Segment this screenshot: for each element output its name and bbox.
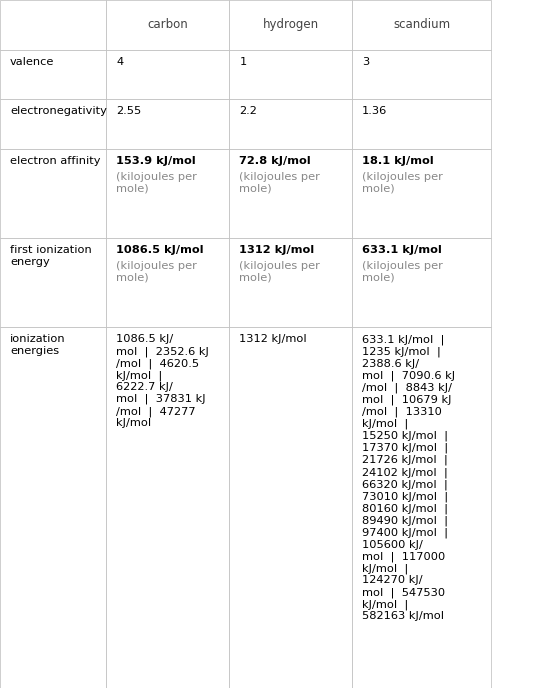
- Text: 18.1 kJ/mol: 18.1 kJ/mol: [362, 155, 434, 166]
- Bar: [0, 238, 106, 327]
- Text: ionization
energies: ionization energies: [10, 334, 66, 356]
- Text: (kilojoules per
mole): (kilojoules per mole): [362, 261, 443, 283]
- Text: 1086.5 kJ/mol: 1086.5 kJ/mol: [116, 245, 204, 255]
- Text: scandium: scandium: [393, 19, 450, 31]
- Bar: [352, 238, 491, 327]
- Text: 1086.5 kJ/
mol  |  2352.6 kJ
/mol  |  4620.5
kJ/mol  |
6222.7 kJ/
mol  |  37831 : 1086.5 kJ/ mol | 2352.6 kJ /mol | 4620.5…: [116, 334, 209, 428]
- Text: carbon: carbon: [147, 19, 188, 31]
- Text: 633.1 kJ/mol: 633.1 kJ/mol: [362, 245, 442, 255]
- Text: 633.1 kJ/mol  |
1235 kJ/mol  |
2388.6 kJ/
mol  |  7090.6 kJ
/mol  |  8843 kJ/
mo: 633.1 kJ/mol | 1235 kJ/mol | 2388.6 kJ/ …: [362, 334, 455, 621]
- Text: 3: 3: [362, 56, 370, 67]
- Text: valence: valence: [10, 56, 55, 67]
- Bar: [229, 0, 352, 50]
- Bar: [106, 50, 229, 99]
- Text: hydrogen: hydrogen: [263, 19, 319, 31]
- Text: 4: 4: [116, 56, 123, 67]
- Text: first ionization
energy: first ionization energy: [10, 245, 92, 267]
- Bar: [106, 0, 229, 50]
- Bar: [0, 149, 106, 238]
- Bar: [0, 99, 106, 149]
- Bar: [229, 327, 352, 688]
- Text: 2.2: 2.2: [239, 106, 257, 116]
- Text: 1312 kJ/mol: 1312 kJ/mol: [239, 334, 307, 345]
- Text: (kilojoules per
mole): (kilojoules per mole): [116, 171, 197, 193]
- Text: 1: 1: [239, 56, 247, 67]
- Bar: [106, 99, 229, 149]
- Bar: [229, 149, 352, 238]
- Bar: [106, 327, 229, 688]
- Bar: [106, 149, 229, 238]
- Bar: [352, 149, 491, 238]
- Text: 1.36: 1.36: [362, 106, 388, 116]
- Bar: [352, 0, 491, 50]
- Text: electron affinity: electron affinity: [10, 155, 100, 166]
- Bar: [106, 238, 229, 327]
- Bar: [0, 50, 106, 99]
- Bar: [0, 327, 106, 688]
- Text: 1312 kJ/mol: 1312 kJ/mol: [239, 245, 314, 255]
- Bar: [352, 99, 491, 149]
- Text: (kilojoules per
mole): (kilojoules per mole): [362, 171, 443, 193]
- Bar: [229, 238, 352, 327]
- Bar: [0, 0, 106, 50]
- Text: 153.9 kJ/mol: 153.9 kJ/mol: [116, 155, 196, 166]
- Text: electronegativity: electronegativity: [10, 106, 107, 116]
- Bar: [229, 50, 352, 99]
- Text: 2.55: 2.55: [116, 106, 142, 116]
- Text: (kilojoules per
mole): (kilojoules per mole): [239, 171, 320, 193]
- Bar: [352, 50, 491, 99]
- Text: 72.8 kJ/mol: 72.8 kJ/mol: [239, 155, 311, 166]
- Text: (kilojoules per
mole): (kilojoules per mole): [239, 261, 320, 283]
- Text: (kilojoules per
mole): (kilojoules per mole): [116, 261, 197, 283]
- Bar: [229, 99, 352, 149]
- Bar: [352, 327, 491, 688]
